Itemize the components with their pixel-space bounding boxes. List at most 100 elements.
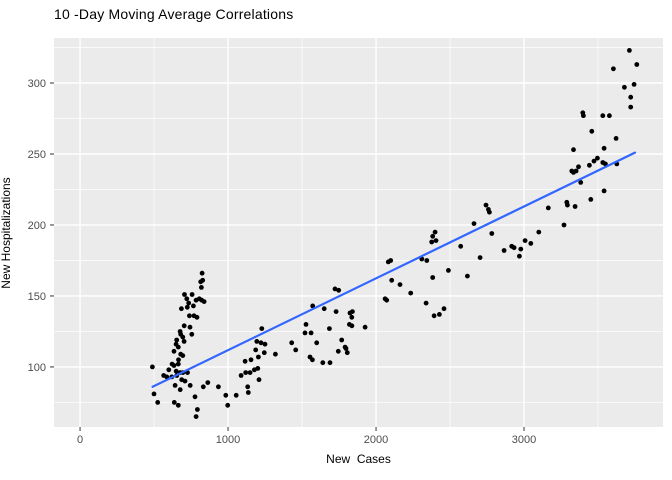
data-point xyxy=(511,245,517,251)
data-point xyxy=(431,313,437,319)
data-point xyxy=(362,324,368,330)
data-point xyxy=(199,270,205,276)
data-point xyxy=(225,402,231,408)
data-point xyxy=(344,350,350,356)
data-point xyxy=(184,296,190,302)
data-point xyxy=(187,383,193,388)
data-point xyxy=(155,400,161,405)
data-point xyxy=(573,168,579,174)
data-point xyxy=(465,273,470,279)
data-point xyxy=(233,392,239,398)
data-point xyxy=(189,331,195,337)
data-point xyxy=(164,374,170,380)
data-point xyxy=(259,326,265,331)
data-point xyxy=(429,239,435,245)
data-point xyxy=(571,147,576,153)
data-point xyxy=(184,304,190,310)
data-point xyxy=(477,255,483,260)
data-point xyxy=(258,340,264,346)
data-point xyxy=(177,387,183,393)
data-point xyxy=(248,357,254,363)
data-point xyxy=(308,330,314,336)
data-point xyxy=(151,391,157,397)
y-axis-title: New Hospitalizations xyxy=(0,177,13,289)
data-point xyxy=(195,407,200,412)
data-point xyxy=(293,347,299,353)
data-point xyxy=(327,326,332,331)
data-point xyxy=(430,275,436,280)
data-point xyxy=(261,350,267,356)
data-point xyxy=(536,229,542,235)
data-point xyxy=(576,164,581,170)
data-point xyxy=(200,384,206,390)
data-point xyxy=(603,161,608,167)
data-point xyxy=(591,158,597,164)
data-point xyxy=(247,370,253,375)
data-point xyxy=(176,357,181,363)
data-point xyxy=(628,94,634,100)
x-tick-label: 0 xyxy=(77,434,83,446)
data-point xyxy=(487,209,492,215)
data-point xyxy=(302,330,308,336)
data-point xyxy=(349,314,355,320)
data-point xyxy=(332,286,338,292)
data-point xyxy=(601,145,607,151)
data-point xyxy=(578,180,584,185)
data-point xyxy=(471,221,477,227)
data-point xyxy=(262,341,268,347)
data-point xyxy=(181,339,187,344)
data-point xyxy=(343,346,349,351)
data-point xyxy=(588,197,594,202)
data-point xyxy=(245,390,251,395)
data-point xyxy=(622,84,627,90)
data-point xyxy=(192,394,198,400)
data-point xyxy=(408,290,414,296)
data-point xyxy=(613,136,619,141)
data-point xyxy=(256,377,262,383)
data-point xyxy=(243,370,249,375)
data-point xyxy=(336,287,342,293)
data-point xyxy=(631,82,637,87)
y-tick-label: 150 xyxy=(28,291,46,303)
data-point xyxy=(171,363,177,368)
data-point xyxy=(430,233,436,239)
data-point xyxy=(175,361,181,367)
data-point xyxy=(166,367,172,373)
data-point xyxy=(565,202,570,208)
y-tick-label: 250 xyxy=(28,149,46,161)
data-point xyxy=(191,303,196,309)
data-point xyxy=(254,339,260,344)
data-point xyxy=(245,384,251,390)
data-point xyxy=(180,353,186,358)
data-point xyxy=(600,113,606,119)
data-point xyxy=(182,292,187,297)
y-tick-label: 100 xyxy=(28,362,46,374)
data-point xyxy=(193,414,199,419)
data-point xyxy=(186,300,192,306)
data-point xyxy=(175,402,181,408)
data-point xyxy=(273,351,278,357)
data-point xyxy=(179,306,184,312)
data-point xyxy=(446,268,451,273)
x-tick-label: 3000 xyxy=(512,434,536,446)
data-point xyxy=(310,303,316,309)
data-point xyxy=(545,205,551,211)
data-point xyxy=(199,285,204,290)
data-point xyxy=(433,238,439,244)
trend-line xyxy=(151,151,637,388)
data-point xyxy=(303,322,309,327)
data-point xyxy=(175,344,181,350)
data-point xyxy=(180,334,186,340)
data-point xyxy=(205,380,211,385)
data-point xyxy=(171,400,177,405)
y-tick-label: 300 xyxy=(28,78,46,90)
data-point xyxy=(528,241,534,246)
data-point xyxy=(255,366,261,371)
data-point xyxy=(441,306,447,312)
data-point xyxy=(601,188,607,194)
data-point xyxy=(200,277,206,283)
data-point xyxy=(173,368,179,374)
data-point xyxy=(522,238,528,244)
data-point xyxy=(561,222,567,228)
